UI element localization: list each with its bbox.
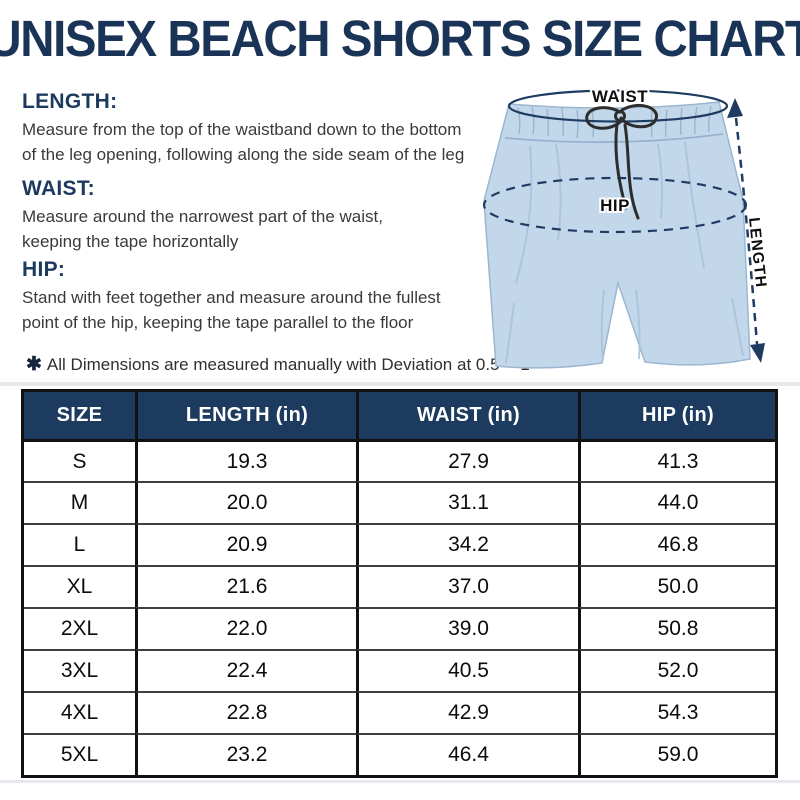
size-label: 2XL: [24, 607, 135, 649]
length-description: Measure from the top of the waistband do…: [22, 120, 465, 164]
size-label: 5XL: [24, 733, 135, 775]
instruction-waist: WAIST: Measure around the narrowest part…: [22, 177, 490, 254]
col-header-hip: HIP (in): [578, 392, 775, 439]
length-arrow: [727, 98, 765, 363]
measurement-value: 41.3: [578, 439, 775, 481]
measurement-value: 46.4: [356, 733, 578, 775]
hip-label: HIP: [600, 196, 630, 215]
hip-description: Stand with feet together and measure aro…: [22, 288, 441, 332]
size-label: 3XL: [24, 649, 135, 691]
measurement-value: 19.3: [135, 439, 356, 481]
table-top-shadow: [0, 382, 800, 386]
size-label: L: [24, 523, 135, 565]
deviation-note-text: All Dimensions are measured manually wit…: [46, 355, 536, 374]
instruction-length: LENGTH: Measure from the top of the wais…: [22, 90, 490, 167]
measurement-value: 50.8: [578, 607, 775, 649]
size-label: 4XL: [24, 691, 135, 733]
fabric-folds: [505, 141, 744, 364]
table-bottom-shadow: [0, 780, 800, 783]
size-table: SIZE LENGTH (in) WAIST (in) HIP (in) S 1…: [21, 389, 778, 778]
measurement-value: 21.6: [135, 565, 356, 607]
measurement-value: 20.0: [135, 481, 356, 523]
hip-heading: HIP:: [22, 258, 66, 281]
measurement-value: 27.9: [356, 439, 578, 481]
measurement-value: 22.4: [135, 649, 356, 691]
instruction-hip: HIP: Stand with feet together and measur…: [22, 258, 490, 335]
measurement-value: 34.2: [356, 523, 578, 565]
length-heading: LENGTH:: [22, 90, 118, 113]
measurement-value: 42.9: [356, 691, 578, 733]
size-label: S: [24, 439, 135, 481]
page-title: UNISEX BEACH SHORTS SIZE CHART: [0, 10, 800, 67]
measurement-value: 37.0: [356, 565, 578, 607]
col-header-waist: WAIST (in): [356, 392, 578, 439]
measurement-value: 50.0: [578, 565, 775, 607]
size-label: XL: [24, 565, 135, 607]
measurement-value: 39.0: [356, 607, 578, 649]
asterisk-icon: ✱: [26, 354, 42, 375]
deviation-note: ✱ All Dimensions are measured manually w…: [26, 354, 536, 376]
measurement-value: 54.3: [578, 691, 775, 733]
measurement-value: 46.8: [578, 523, 775, 565]
measurement-value: 44.0: [578, 481, 775, 523]
measurement-value: 40.5: [356, 649, 578, 691]
measurement-value: 52.0: [578, 649, 775, 691]
waist-heading: WAIST:: [22, 177, 95, 200]
col-header-size: SIZE: [24, 392, 135, 439]
measurement-value: 31.1: [356, 481, 578, 523]
waist-description: Measure around the narrowest part of the…: [22, 207, 383, 251]
shorts-illustration: WAIST HIP LENGTH: [482, 85, 771, 369]
col-header-length: LENGTH (in): [135, 392, 356, 439]
drawstring: [585, 104, 658, 220]
length-label: LENGTH: [745, 217, 769, 289]
measurement-value: 22.8: [135, 691, 356, 733]
measurement-value: 59.0: [578, 733, 775, 775]
size-label: M: [24, 481, 135, 523]
measurement-value: 22.0: [135, 607, 356, 649]
measurement-value: 23.2: [135, 733, 356, 775]
waist-label: WAIST: [592, 87, 648, 106]
measurement-value: 20.9: [135, 523, 356, 565]
